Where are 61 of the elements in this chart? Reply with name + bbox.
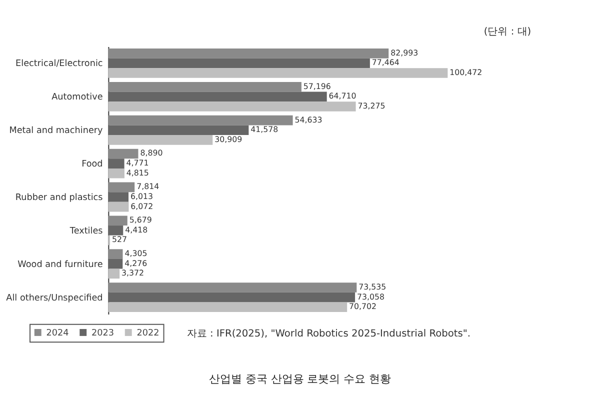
data-label: 4,305 (124, 249, 148, 258)
data-label: 4,276 (124, 258, 148, 268)
y-tick-label: Food (82, 160, 103, 170)
bar (108, 302, 348, 312)
legend-label: 2022 (136, 328, 160, 338)
data-label: 54,633 (294, 115, 322, 124)
data-label: 73,535 (358, 282, 386, 292)
bar (108, 58, 370, 68)
bar (108, 68, 448, 78)
data-label: 4,815 (126, 168, 149, 178)
data-label: 73,275 (358, 101, 386, 110)
data-label: 4,771 (126, 158, 149, 168)
data-label: 70,702 (349, 302, 377, 312)
data-label: 7,814 (136, 182, 160, 192)
bar (108, 268, 120, 279)
bar (108, 135, 213, 145)
bar (108, 192, 129, 202)
bar (108, 282, 357, 292)
text: (단위 : 대) (484, 26, 532, 38)
bar (108, 258, 123, 269)
text: 산업별 중국 산업용 로봇의 수요 현황 (208, 372, 392, 386)
data-label: 8,890 (140, 148, 163, 158)
bar (108, 216, 128, 226)
bar (108, 92, 327, 102)
data-label: 77,464 (372, 58, 400, 68)
y-tick-label: Electrical/Electronic (16, 59, 103, 70)
bar (108, 148, 138, 159)
y-tick-label: Rubber and plastics (15, 192, 104, 203)
data-label: 82,993 (390, 48, 418, 58)
bar (108, 202, 129, 212)
data-label: 527 (112, 235, 127, 244)
y-tick-label: Wood and furniture (18, 260, 103, 270)
bar (108, 249, 123, 259)
data-label: 100,472 (450, 68, 482, 77)
bar (108, 226, 124, 236)
data-label: 41,578 (250, 125, 278, 134)
y-tick-label: Textiles (68, 226, 104, 236)
bar (108, 48, 389, 58)
bar (108, 102, 356, 112)
data-label: 30,909 (214, 134, 242, 144)
text: 자료 : IFR(2025), "World Robotics 2025-Industrial Robots". (186, 328, 470, 340)
bar (108, 82, 302, 92)
bar (108, 168, 124, 178)
data-label: 5,679 (129, 216, 152, 225)
data-label: 4,418 (125, 225, 148, 234)
y-tick-label: Automotive (52, 92, 103, 103)
bar (108, 158, 124, 168)
bar (108, 292, 356, 302)
data-label: 6,072 (130, 202, 154, 211)
y-tick-label: All others/Unspecified (6, 293, 103, 304)
data-label: 6,013 (130, 192, 153, 201)
data-label: 3,372 (122, 268, 144, 278)
legend-label: 2024 (46, 328, 70, 338)
bar (108, 115, 293, 126)
data-label: 73,058 (357, 292, 385, 302)
bar (108, 182, 135, 192)
y-tick-label: Metal and machinery (9, 126, 103, 136)
data-label: 57,196 (303, 82, 331, 91)
data-label: 64,710 (328, 92, 356, 101)
bar (108, 125, 249, 136)
legend-label: 2023 (91, 328, 114, 338)
